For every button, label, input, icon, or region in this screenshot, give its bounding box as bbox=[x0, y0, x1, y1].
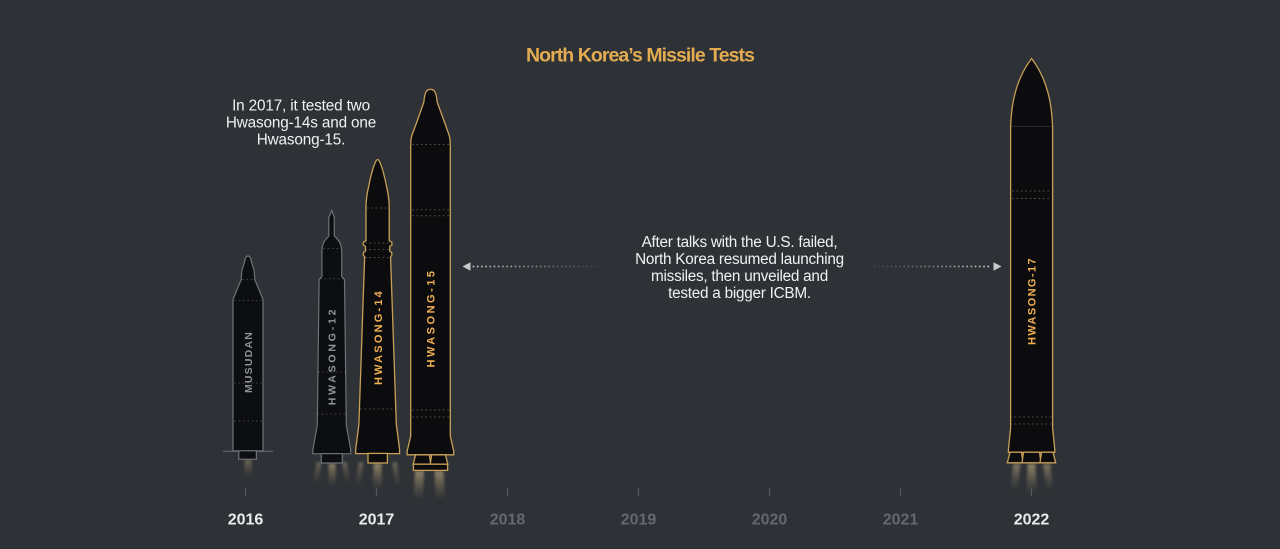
svg-text:2017: 2017 bbox=[359, 512, 395, 529]
svg-text:Hwasong-14s and one: Hwasong-14s and one bbox=[226, 115, 376, 132]
svg-text:HWASONG-17: HWASONG-17 bbox=[1027, 257, 1039, 345]
svg-text:North Korea’s Missile Tests: North Korea’s Missile Tests bbox=[526, 45, 755, 67]
svg-text:HWASONG-14: HWASONG-14 bbox=[373, 289, 385, 385]
svg-text:2022: 2022 bbox=[1014, 512, 1050, 529]
svg-text:After talks with the U.S. fail: After talks with the U.S. failed, bbox=[642, 234, 838, 251]
svg-text:2021: 2021 bbox=[883, 512, 919, 529]
svg-text:2016: 2016 bbox=[228, 512, 264, 529]
svg-text:In 2017, it tested two: In 2017, it tested two bbox=[232, 98, 370, 115]
svg-text:North Korea resumed launching: North Korea resumed launching bbox=[635, 251, 844, 268]
svg-text:2019: 2019 bbox=[621, 512, 657, 529]
svg-text:HWASONG-12: HWASONG-12 bbox=[326, 307, 338, 406]
svg-text:Hwasong-15.: Hwasong-15. bbox=[257, 132, 345, 149]
svg-text:2018: 2018 bbox=[490, 512, 526, 529]
svg-text:tested a bigger ICBM.: tested a bigger ICBM. bbox=[668, 285, 811, 302]
svg-text:MUSUDAN: MUSUDAN bbox=[243, 331, 255, 393]
svg-text:2020: 2020 bbox=[752, 512, 788, 529]
svg-text:missiles, then unveiled and: missiles, then unveiled and bbox=[651, 268, 828, 285]
svg-text:HWASONG-15: HWASONG-15 bbox=[426, 269, 438, 368]
